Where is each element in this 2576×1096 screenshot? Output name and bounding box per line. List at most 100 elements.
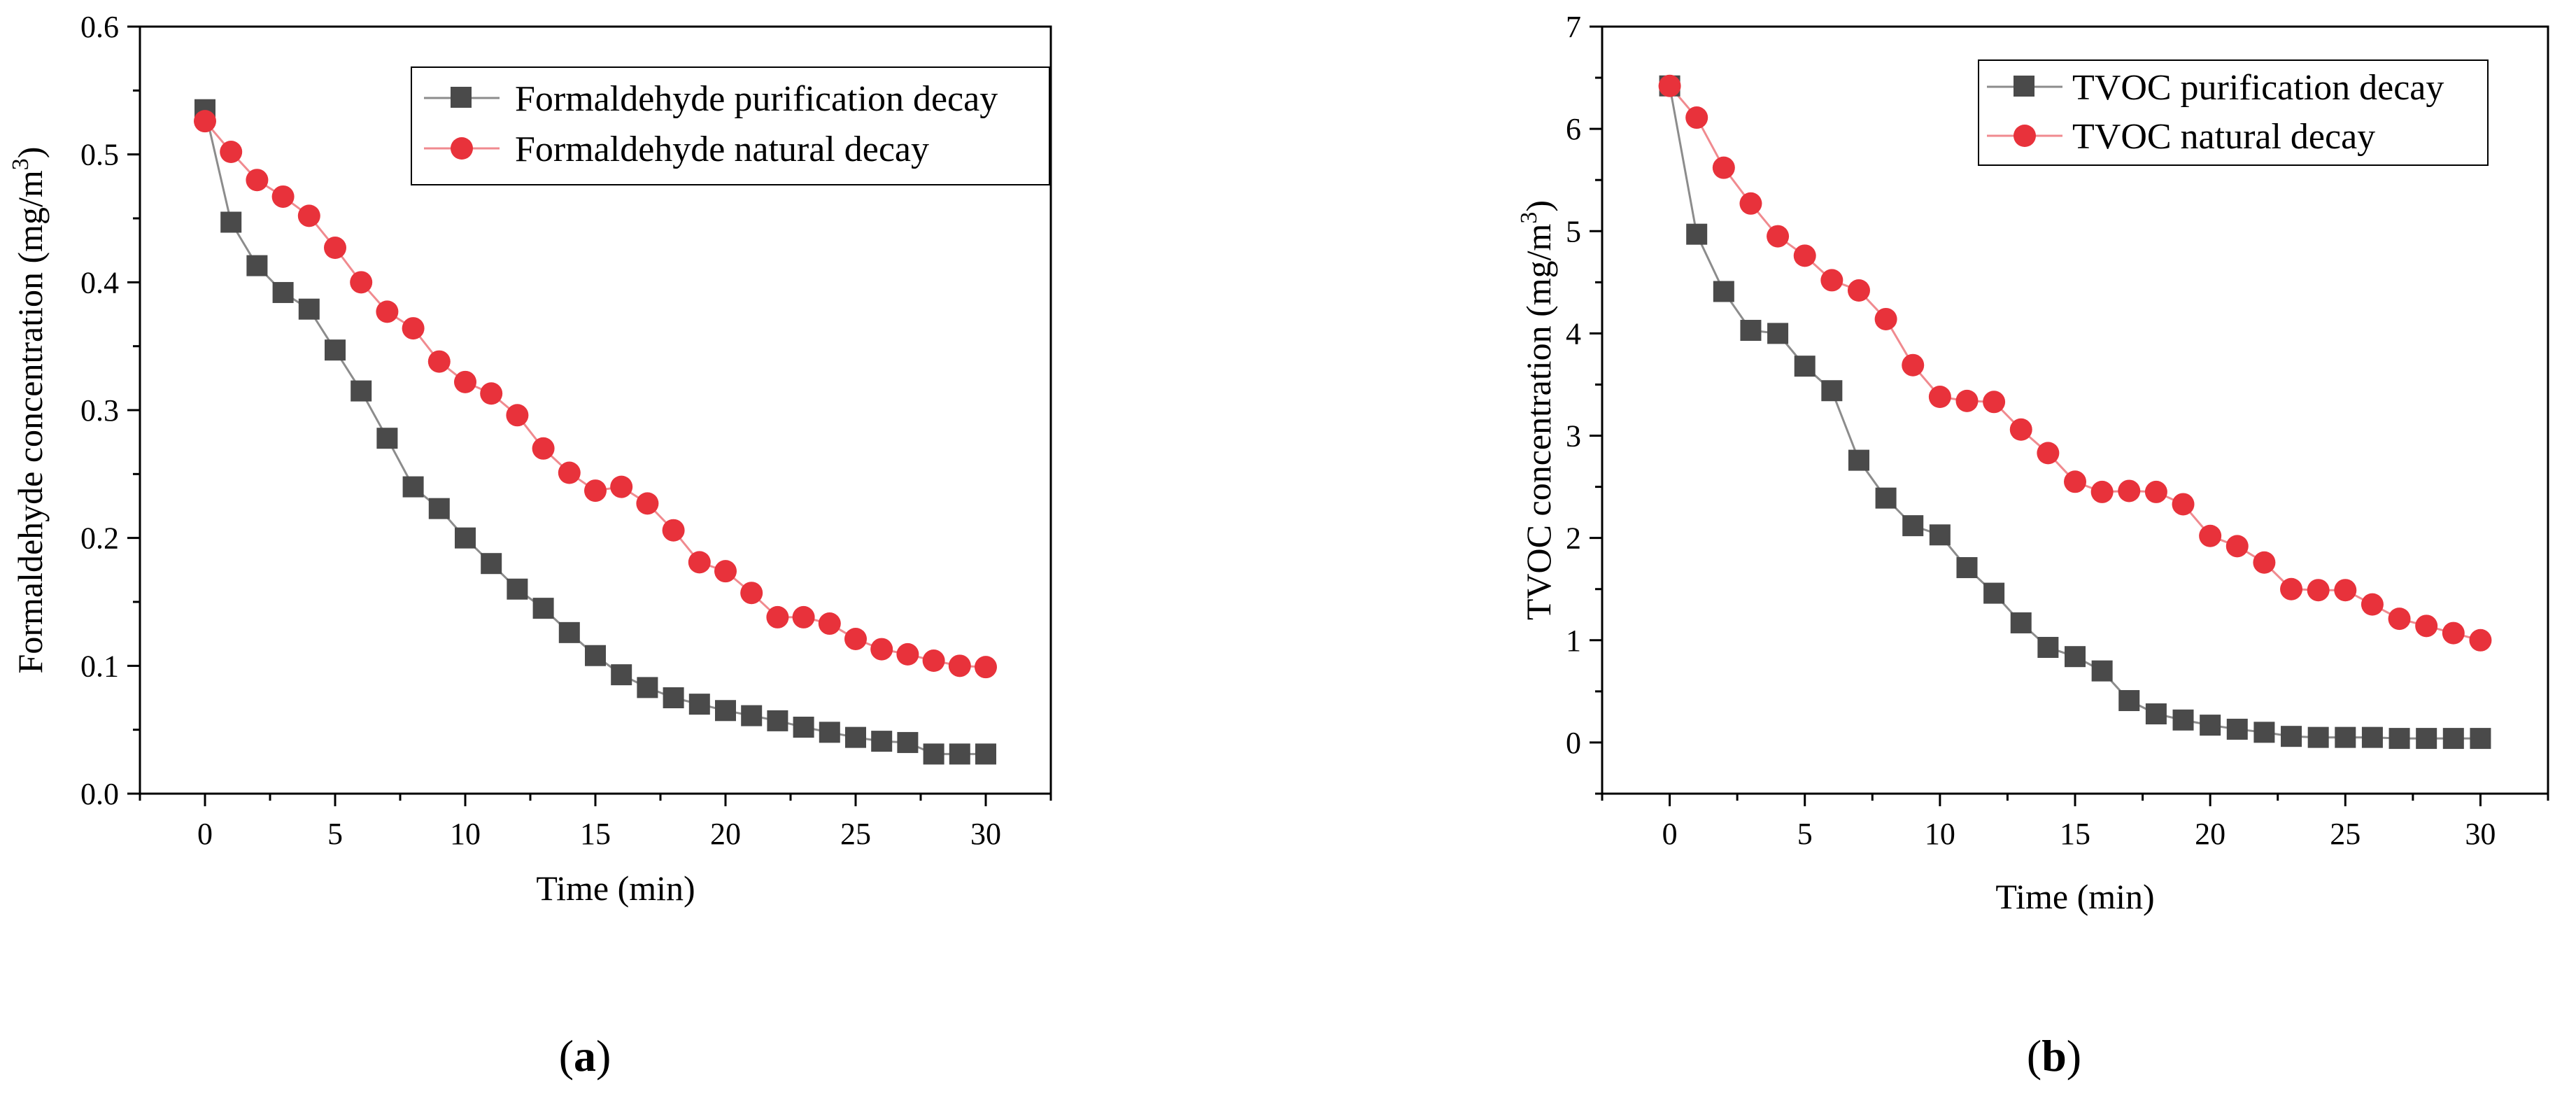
chart-a-x-tick-label: 30: [970, 817, 1001, 851]
chart-b-point-natural: [1902, 353, 1925, 377]
chart-a-point-purification: [507, 578, 528, 600]
chart-a-y-tick-label: 0.4: [80, 265, 119, 300]
chart-b-x-tick-label: 25: [2330, 817, 2361, 851]
chart-b-point-purification: [1740, 320, 1762, 342]
chart-b-point-natural: [1767, 225, 1790, 248]
chart-b-line-purification: [1669, 85, 2481, 740]
chart-b-x-tick-label: 30: [2465, 817, 2496, 851]
chart-a-x-axis-title: Time (min): [536, 869, 695, 908]
chart-a-x-tick-label: 10: [450, 817, 481, 851]
chart-a-point-natural: [922, 649, 945, 673]
chart-b-y-axis-title: TVOC concentration (mg/m3): [1516, 200, 1558, 620]
chart-a-point-purification: [402, 476, 424, 498]
chart-a-point-natural: [818, 612, 841, 635]
chart-a-legend-label-purification: Formaldehyde purification decay: [515, 79, 998, 119]
chart-a-legend-marker-natural: [451, 137, 473, 160]
chart-a-point-purification: [428, 498, 450, 519]
chart-b-point-purification: [2389, 728, 2410, 750]
chart-a-y-tick-label: 0.6: [80, 10, 119, 44]
chart-a-x-ticks: 0 5 10 15 20 25 30: [139, 794, 1052, 851]
chart-a-point-natural: [220, 141, 243, 164]
chart-a-point-natural: [792, 605, 815, 628]
chart-a-point-natural: [402, 317, 425, 340]
chart-a-point-natural: [297, 204, 320, 227]
chart-b-point-natural: [1658, 74, 1681, 97]
chart-b-series-marks: [1658, 74, 2492, 750]
chart-a-point-natural: [324, 237, 346, 260]
chart-b-point-purification: [2091, 660, 2113, 682]
chart-b-y-tick-label: 4: [1566, 316, 1581, 351]
chart-a-point-purification: [272, 281, 294, 303]
chart-a-point-purification: [220, 211, 242, 233]
panel-label-b: (b): [2027, 1031, 2081, 1081]
chart-b-point-natural: [2415, 614, 2438, 638]
chart-b-point-natural: [1712, 156, 1735, 179]
chart-b-point-purification: [2307, 726, 2329, 748]
chart-b-point-purification: [1686, 223, 1708, 245]
chart-a-point-purification: [558, 621, 580, 643]
chart-b-x-ticks: 0 5 10 15 20 25 30: [1601, 794, 2549, 851]
chart-a-point-purification: [819, 722, 840, 743]
chart-a-legend-marker-purification: [451, 87, 472, 108]
chart-b-point-purification: [1713, 281, 1734, 302]
chart-a-point-purification: [715, 700, 736, 722]
chart-b-point-natural: [1955, 389, 1979, 412]
chart-b-point-purification: [2200, 715, 2221, 736]
chart-b-point-natural: [1739, 192, 1762, 215]
chart-b: 0 5 10 15 20 25 30 0 1 2 3 4 5 6 7 Time (min) TVOC co…: [1516, 10, 2549, 916]
chart-b-point-purification: [2361, 726, 2383, 748]
chart-b-point-natural: [2009, 418, 2032, 441]
chart-b-point-purification: [2281, 726, 2302, 747]
chart-a-point-natural: [688, 551, 711, 574]
chart-b-x-tick-label: 20: [2195, 817, 2225, 851]
chart-a-point-natural: [975, 656, 997, 679]
chart-b-point-natural: [2064, 470, 2086, 493]
chart-a-point-purification: [325, 339, 346, 361]
chart-b-point-natural: [1793, 244, 1816, 267]
chart-b-x-tick-label: 10: [1925, 817, 1955, 851]
chart-a-point-purification: [532, 598, 554, 619]
chart-b-point-natural: [2334, 579, 2357, 602]
chart-a-point-natural: [766, 605, 789, 628]
chart-a-point-purification: [637, 677, 658, 698]
chart-a-y-axis-title: Formaldehyde concentration (mg/m3): [8, 147, 50, 674]
chart-b-x-tick-label: 0: [1662, 817, 1678, 851]
chart-a-point-natural: [427, 350, 451, 373]
chart-a-y-ticks: 0.0 0.1 0.2 0.3 0.4 0.5 0.6: [80, 10, 140, 811]
chart-b-point-natural: [1928, 386, 1951, 409]
chart-a-y-tick-label: 0.5: [80, 138, 119, 172]
chart-a-point-natural: [480, 382, 503, 405]
chart-b-point-natural: [2172, 493, 2195, 516]
chart-a-point-natural: [558, 461, 581, 484]
chart-b-legend-label-purification: TVOC purification decay: [2072, 68, 2444, 108]
chart-a-point-purification: [455, 527, 476, 549]
chart-b-x-axis-title: Time (min): [1995, 877, 2154, 916]
chart-a-point-natural: [714, 560, 737, 583]
chart-a-point-natural: [896, 642, 919, 666]
chart-a-point-purification: [845, 726, 866, 748]
chart-b-point-purification: [1956, 557, 1978, 579]
chart-a-line-natural: [204, 120, 986, 668]
chart-b-point-natural: [2118, 479, 2141, 503]
chart-b-point-natural: [1874, 307, 1897, 330]
chart-b-point-natural: [2307, 579, 2330, 602]
chart-a-point-purification: [741, 705, 763, 726]
chart-a-point-natural: [532, 437, 555, 460]
chart-a-point-natural: [844, 627, 867, 650]
chart-a-point-purification: [663, 687, 684, 708]
chart-b-point-purification: [2118, 690, 2140, 712]
chart-a-legend: Formaldehyde purification decay Formalde…: [411, 66, 1050, 185]
chart-a-y-tick-label: 0.0: [80, 777, 119, 811]
chart-b-x-tick-label: 15: [2060, 817, 2090, 851]
chart-a-point-natural: [194, 110, 216, 133]
chart-b-y-tick-label: 6: [1566, 112, 1581, 146]
chart-a-x-tick-label: 15: [580, 817, 611, 851]
chart-a-point-purification: [376, 428, 398, 449]
chart-a-point-purification: [897, 731, 919, 753]
chart-a-x-tick-label: 0: [197, 817, 213, 851]
chart-b-point-purification: [2145, 703, 2167, 725]
chart-b-point-purification: [1983, 582, 2005, 604]
chart-b-y-tick-label: 0: [1566, 726, 1581, 760]
chart-a-point-natural: [870, 638, 893, 661]
